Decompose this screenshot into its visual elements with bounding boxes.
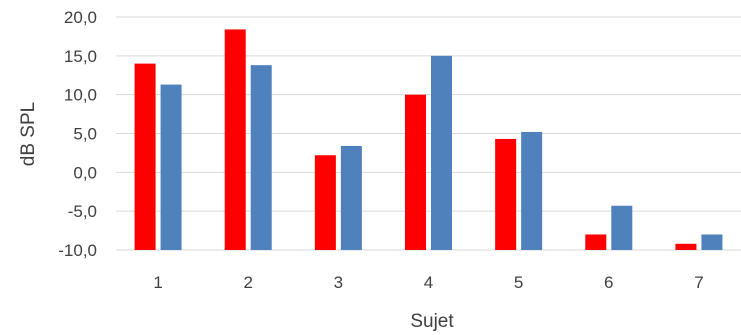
grid-lines <box>116 16 741 251</box>
bar-series1-sujet-3 <box>314 155 336 250</box>
bar-series1-sujet-1 <box>134 63 156 250</box>
x-tick-labels: 1 2 3 4 5 6 7 <box>153 273 703 292</box>
x-axis-title: Sujet <box>410 311 454 332</box>
x-tick-label: 4 <box>424 273 433 292</box>
bar-series2-sujet-4 <box>431 55 452 251</box>
bar-series1-sujet-7 <box>675 243 697 250</box>
y-tick-label: 15,0 <box>64 47 97 66</box>
y-axis-title: dB SPL <box>18 102 39 166</box>
y-tick-label: 5,0 <box>73 125 97 144</box>
x-tick-label: 1 <box>153 273 162 292</box>
bar-series2-sujet-3 <box>340 145 362 250</box>
bars <box>134 29 723 251</box>
x-tick-label: 6 <box>604 273 613 292</box>
x-tick-label: 5 <box>514 273 523 292</box>
bar-series1-sujet-4 <box>405 94 426 251</box>
bar-series2-sujet-1 <box>160 84 182 250</box>
y-tick-label: -5,0 <box>68 202 97 221</box>
y-tick-label: 10,0 <box>64 86 97 105</box>
bar-series2-sujet-5 <box>521 131 543 250</box>
bar-series2-sujet-6 <box>611 205 633 250</box>
y-tick-labels: 20,0 15,0 10,0 5,0 0,0 -5,0 -10,0 <box>58 8 97 260</box>
y-tick-label: 0,0 <box>73 163 97 182</box>
x-tick-label: 7 <box>694 273 703 292</box>
bar-series2-sujet-2 <box>250 65 272 250</box>
y-tick-label: -10,0 <box>58 241 97 260</box>
x-tick-label: 3 <box>334 273 343 292</box>
x-tick-label: 2 <box>243 273 252 292</box>
bar-series1-sujet-5 <box>495 138 517 250</box>
bar-series1-sujet-2 <box>224 29 246 250</box>
bar-series2-sujet-7 <box>701 234 723 250</box>
bar-series1-sujet-6 <box>585 234 607 250</box>
y-tick-label: 20,0 <box>64 8 97 27</box>
